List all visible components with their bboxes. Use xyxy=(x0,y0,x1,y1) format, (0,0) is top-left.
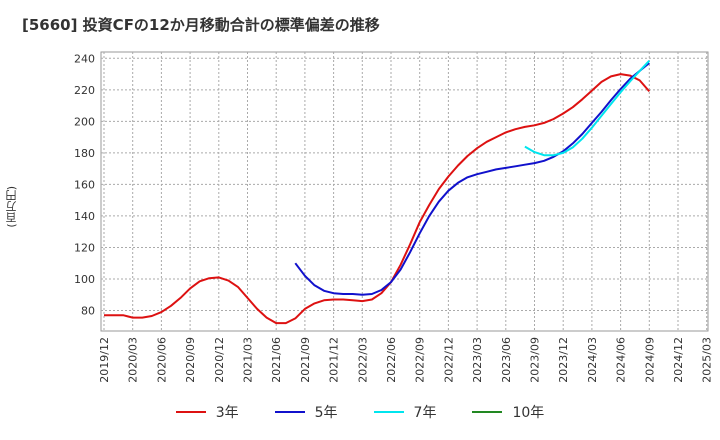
legend-swatch xyxy=(274,411,305,413)
x-tick-label: 2021/09 xyxy=(299,337,312,383)
x-tick-label: 2020/09 xyxy=(184,337,197,383)
x-gridlines xyxy=(103,52,708,331)
y-tick-label: 100 xyxy=(74,273,95,286)
legend-item-2: 5年 xyxy=(274,402,338,422)
series-line-1 xyxy=(104,73,651,325)
y-gridlines xyxy=(101,57,708,312)
legend-label: 3年 xyxy=(215,405,239,421)
legend: 3年 5年 7年 10年 xyxy=(0,402,720,422)
y-tick-label: 80 xyxy=(81,305,95,318)
x-tick-labels: 2019/12 2020/03 2020/06 2020/09 2020/12 2021/… xyxy=(98,337,714,383)
series-lines xyxy=(104,60,651,325)
y-tick-label: 140 xyxy=(74,210,95,223)
x-tick-label: 2023/12 xyxy=(557,337,570,383)
legend-swatch xyxy=(373,411,404,413)
x-tick-label: 2024/03 xyxy=(586,337,599,383)
legend-label: 5年 xyxy=(314,405,338,421)
x-tick-label: 2021/12 xyxy=(328,337,341,383)
x-tick-label: 2020/03 xyxy=(127,337,140,383)
x-tick-label: 2021/03 xyxy=(242,337,255,383)
x-tick-label: 2022/03 xyxy=(356,337,369,383)
y-tick-labels: 80 100 120 140 160 180 200 220 240 xyxy=(74,52,95,317)
x-tick-label: 2020/06 xyxy=(155,337,168,383)
series-line-3 xyxy=(524,60,651,157)
x-tick-label: 2023/06 xyxy=(500,337,513,383)
series-line-2 xyxy=(294,62,650,296)
y-tick-label: 240 xyxy=(74,52,95,65)
y-tick-label: 120 xyxy=(74,241,95,254)
x-tick-label: 2022/06 xyxy=(385,337,398,383)
y-tick-label: 160 xyxy=(74,178,95,191)
x-tick-label: 2024/12 xyxy=(672,337,685,383)
x-tick-label: 2019/12 xyxy=(98,337,111,383)
plot-area xyxy=(100,51,709,332)
x-tick-label: 2020/12 xyxy=(213,337,226,383)
x-tick-label: 2024/09 xyxy=(643,337,656,383)
y-tick-label: 220 xyxy=(74,84,95,97)
y-tick-label: 200 xyxy=(74,115,95,128)
legend-swatch xyxy=(472,411,503,413)
legend-item-1: 3年 xyxy=(175,402,239,422)
x-tick-label: 2025/03 xyxy=(701,337,714,383)
x-tick-label: 2022/09 xyxy=(414,337,427,383)
chart-title: [5660] 投資CFの12か月移動合計の標準偏差の推移 xyxy=(22,16,380,34)
legend-swatch xyxy=(175,411,206,413)
y-tick-label: 180 xyxy=(74,147,95,160)
legend-item-3: 7年 xyxy=(373,402,437,422)
legend-label: 10年 xyxy=(512,405,545,421)
x-tick-label: 2022/12 xyxy=(442,337,455,383)
legend-label: 7年 xyxy=(413,405,437,421)
x-tick-label: 2023/03 xyxy=(471,337,484,383)
x-tick-label: 2023/09 xyxy=(529,337,542,383)
x-tick-label: 2024/06 xyxy=(615,337,628,383)
x-tick-label: 2021/06 xyxy=(270,337,283,383)
legend-item-4: 10年 xyxy=(472,402,544,422)
